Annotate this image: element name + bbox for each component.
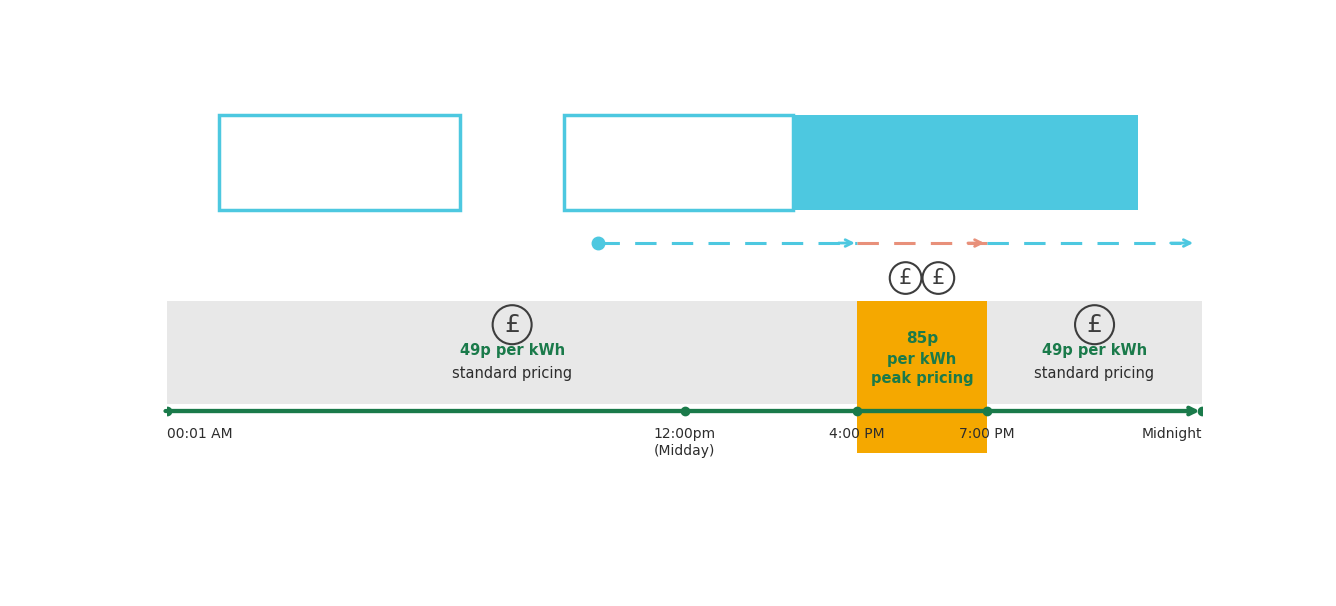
Text: £: £ bbox=[899, 268, 912, 288]
Bar bbox=[858, 301, 987, 453]
Bar bbox=[167, 301, 1202, 404]
Text: 85p: 85p bbox=[906, 331, 938, 346]
Text: peak pricing: peak pricing bbox=[871, 371, 974, 386]
Text: standard pricing: standard pricing bbox=[452, 366, 572, 381]
Text: User plugs in at: User plugs in at bbox=[279, 141, 399, 156]
Text: 00:01 AM: 00:01 AM bbox=[167, 427, 232, 441]
Text: Midnight: Midnight bbox=[1142, 427, 1202, 441]
Bar bbox=[219, 115, 461, 210]
Text: 7:00 PM: 7:00 PM bbox=[959, 427, 1014, 441]
Text: 49p per kWh: 49p per kWh bbox=[460, 343, 565, 358]
Text: 12:00pm
(Midday): 12:00pm (Midday) bbox=[653, 427, 716, 458]
Text: 4:00 PM: 4:00 PM bbox=[830, 427, 884, 441]
Text: again at 7:00 PM: again at 7:00 PM bbox=[892, 172, 1038, 187]
Text: £: £ bbox=[504, 313, 520, 337]
Text: 49p per kWh: 49p per kWh bbox=[1042, 343, 1148, 358]
Text: Smart Charging: Smart Charging bbox=[619, 141, 739, 156]
Text: standard pricing: standard pricing bbox=[1034, 366, 1154, 381]
Text: £: £ bbox=[931, 268, 945, 288]
Text: per kWh: per kWh bbox=[887, 352, 957, 367]
Text: pauses at 4:00 PM: pauses at 4:00 PM bbox=[599, 172, 758, 187]
Text: Smart Charging starts: Smart Charging starts bbox=[870, 141, 1061, 156]
Bar bbox=[564, 115, 792, 210]
Text: £: £ bbox=[1086, 313, 1102, 337]
Text: 10:00 AM: 10:00 AM bbox=[299, 172, 379, 187]
Bar bbox=[792, 115, 1138, 210]
